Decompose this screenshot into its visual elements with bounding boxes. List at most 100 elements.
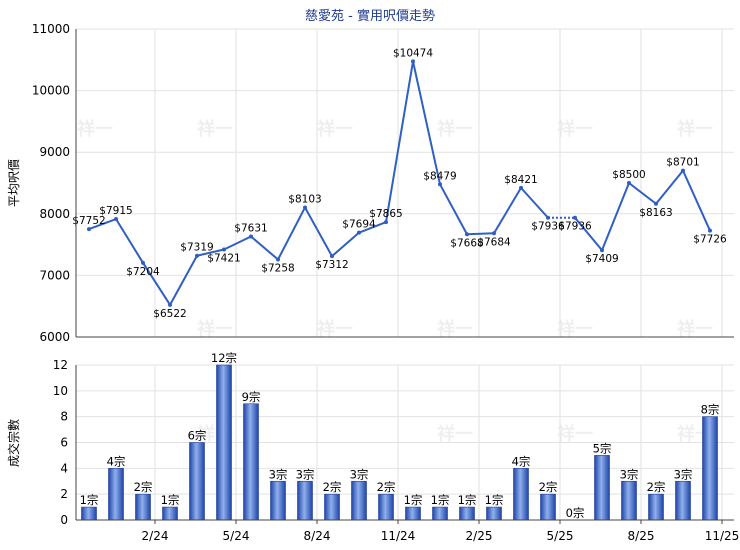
price-point bbox=[384, 220, 388, 225]
watermark-text: 祥一 bbox=[77, 118, 113, 140]
volume-bar-label: 3宗 bbox=[620, 467, 639, 481]
price-line-segment bbox=[358, 221, 387, 234]
price-point bbox=[600, 248, 604, 253]
price-point-label: $7668 bbox=[450, 237, 483, 249]
volume-bar-label: 1宗 bbox=[80, 493, 99, 507]
volume-bar-label: 1宗 bbox=[458, 493, 477, 507]
price-point bbox=[141, 260, 145, 265]
volume-bar bbox=[270, 480, 286, 521]
price-point bbox=[249, 234, 253, 239]
price-point-label: $7319 bbox=[180, 242, 213, 254]
price-axis-title: 平均呎價 bbox=[7, 159, 21, 207]
price-point bbox=[87, 227, 91, 232]
watermark-text: 祥一 bbox=[677, 118, 713, 140]
price-y-tick-label: 11000 bbox=[32, 22, 70, 36]
price-point bbox=[465, 232, 469, 237]
volume-bar-label: 5宗 bbox=[593, 441, 612, 455]
volume-bar bbox=[540, 493, 556, 521]
price-point-label: $8103 bbox=[288, 193, 321, 205]
price-point bbox=[519, 185, 523, 190]
volume-bar-label: 8宗 bbox=[701, 403, 720, 417]
volume-bar bbox=[297, 480, 313, 521]
volume-bar-label: 3宗 bbox=[269, 467, 288, 481]
price-point bbox=[114, 217, 118, 222]
volume-bar-label: 1宗 bbox=[431, 493, 450, 507]
price-line-segment bbox=[574, 217, 603, 251]
x-tick-label: 11/24 bbox=[381, 529, 416, 543]
price-point bbox=[168, 302, 172, 307]
price-point-label: $8500 bbox=[612, 169, 645, 181]
volume-bar bbox=[108, 468, 124, 521]
volume-y-tick-label: 8 bbox=[60, 410, 68, 424]
price-point bbox=[330, 254, 334, 259]
x-tick-label: 5/25 bbox=[547, 529, 574, 543]
volume-bar bbox=[702, 416, 718, 521]
watermark-text: 祥一 bbox=[437, 423, 473, 445]
volume-bar bbox=[648, 493, 664, 521]
price-point bbox=[573, 215, 577, 220]
watermark-text: 祥一 bbox=[677, 318, 713, 340]
volume-bar-label: 0宗 bbox=[566, 506, 585, 520]
price-point-label: $7684 bbox=[477, 236, 511, 248]
price-point-label: $7631 bbox=[234, 223, 267, 235]
volume-bar bbox=[432, 506, 448, 521]
volume-bar-label: 2宗 bbox=[134, 480, 153, 494]
volume-y-tick-label: 6 bbox=[60, 436, 68, 450]
price-y-tick-label: 8000 bbox=[39, 207, 70, 221]
volume-bar-label: 12宗 bbox=[211, 351, 237, 365]
price-line-segment bbox=[628, 182, 657, 205]
price-line-segment bbox=[412, 61, 441, 185]
price-point bbox=[276, 257, 280, 262]
volume-y-tick-label: 12 bbox=[53, 358, 68, 372]
watermark-text: 祥一 bbox=[557, 318, 593, 340]
volume-bar bbox=[459, 506, 475, 521]
price-point-label: $7726 bbox=[693, 234, 727, 246]
x-tick-label: 8/24 bbox=[304, 529, 331, 543]
price-point-label: $7409 bbox=[585, 253, 618, 265]
price-y-tick-label: 10000 bbox=[32, 84, 70, 98]
price-point-label: $8479 bbox=[423, 170, 456, 182]
price-y-tick-label: 7000 bbox=[39, 268, 70, 282]
price-line-segment bbox=[493, 187, 522, 234]
price-point-label: $7694 bbox=[342, 219, 376, 231]
price-line-segment bbox=[169, 255, 198, 306]
price-line-segment bbox=[277, 206, 306, 260]
volume-y-tick-label: 0 bbox=[60, 513, 68, 527]
chart-title: 慈愛苑 - 實用呎價走勢 bbox=[305, 8, 435, 24]
price-line-segment bbox=[466, 232, 495, 236]
volume-bar bbox=[675, 480, 691, 521]
price-line-segment bbox=[223, 235, 252, 251]
volume-bar-label: 3宗 bbox=[350, 467, 369, 481]
price-point bbox=[438, 182, 442, 187]
price-line-segment bbox=[439, 183, 468, 235]
watermark-text: 祥一 bbox=[197, 118, 233, 140]
line-chart-grid bbox=[76, 28, 734, 338]
price-point bbox=[708, 228, 712, 233]
volume-bar bbox=[486, 506, 502, 521]
price-point-label: $8163 bbox=[639, 207, 672, 219]
price-point bbox=[654, 201, 658, 206]
price-point bbox=[492, 231, 496, 236]
price-line-segment bbox=[331, 231, 360, 257]
price-point-label: $8421 bbox=[504, 174, 537, 186]
volume-bar bbox=[405, 506, 421, 521]
volume-bar-label: 2宗 bbox=[539, 480, 558, 494]
volume-bars bbox=[81, 364, 718, 521]
price-line-segment bbox=[115, 218, 144, 264]
volume-bar-label: 2宗 bbox=[323, 480, 342, 494]
watermark-text: 祥一 bbox=[437, 118, 473, 140]
volume-bar-label: 2宗 bbox=[647, 480, 666, 494]
price-point-label: $7915 bbox=[99, 205, 132, 217]
price-point bbox=[546, 215, 550, 220]
volume-bar bbox=[216, 364, 232, 521]
volume-y-tick-label: 10 bbox=[53, 384, 68, 398]
price-line-segment bbox=[520, 187, 549, 219]
price-point-label: $7312 bbox=[315, 259, 348, 271]
volume-bar-label: 2宗 bbox=[377, 480, 396, 494]
volume-bar-label: 1宗 bbox=[485, 493, 504, 507]
price-y-tick-label: 9000 bbox=[39, 145, 70, 159]
volume-bar-label: 1宗 bbox=[161, 493, 180, 507]
volume-bar-label: 3宗 bbox=[296, 467, 315, 481]
price-point-label: $7865 bbox=[369, 208, 402, 220]
price-point-label: $6522 bbox=[153, 308, 186, 320]
